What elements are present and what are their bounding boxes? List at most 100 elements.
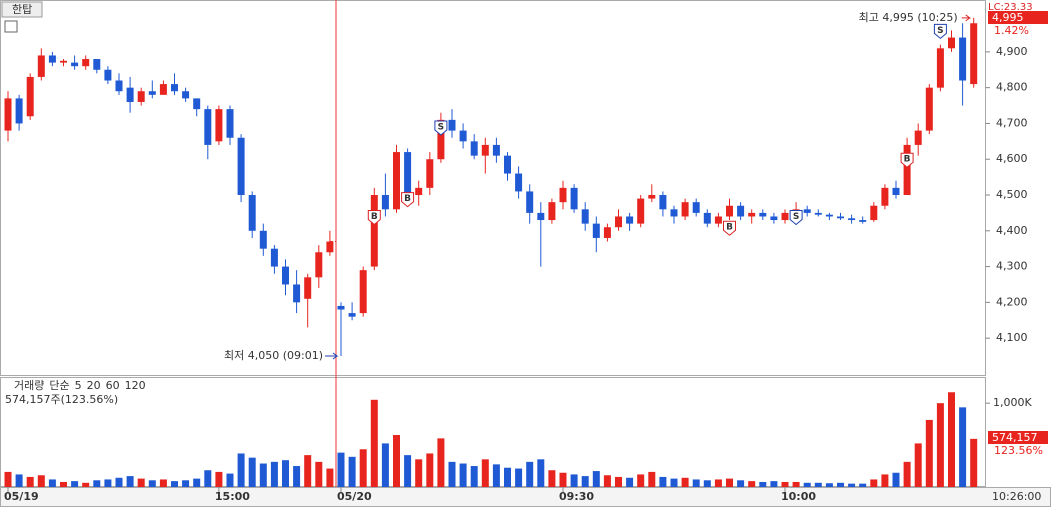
candle-body bbox=[615, 216, 622, 228]
high-arrow bbox=[961, 14, 972, 22]
volume-bar bbox=[814, 482, 822, 487]
volume-bar bbox=[714, 479, 722, 487]
volume-bar bbox=[293, 466, 301, 487]
x-tick-label: 09:30 bbox=[559, 490, 594, 503]
signal-marker bbox=[367, 209, 381, 226]
candle-body bbox=[526, 191, 534, 213]
volume-bar bbox=[126, 476, 134, 487]
candle-body bbox=[381, 195, 389, 210]
volume-bar bbox=[270, 461, 278, 487]
volume-bar bbox=[171, 481, 178, 487]
volume-bar bbox=[259, 463, 267, 487]
volume-bar bbox=[381, 443, 389, 487]
volume-bar bbox=[93, 480, 101, 487]
candle-body bbox=[60, 60, 67, 63]
volume-bar bbox=[82, 482, 90, 487]
candle-body bbox=[737, 205, 745, 217]
volume-bar bbox=[925, 419, 933, 487]
candle-body bbox=[559, 187, 567, 203]
candle-body bbox=[93, 59, 101, 70]
candle-body bbox=[770, 216, 778, 221]
volume-bar bbox=[37, 475, 45, 487]
candle-body bbox=[848, 218, 856, 221]
candle-body bbox=[137, 91, 145, 102]
candle-body bbox=[315, 252, 323, 278]
candle-body bbox=[781, 212, 789, 221]
candle-body bbox=[326, 241, 334, 253]
volume-bar bbox=[48, 479, 56, 487]
volume-bar bbox=[415, 459, 423, 487]
candle-body bbox=[404, 152, 412, 196]
candle-body bbox=[925, 87, 933, 131]
volume-bar bbox=[648, 471, 656, 487]
volume-bar bbox=[193, 478, 201, 487]
volume-bar bbox=[748, 481, 756, 487]
legend-entry: 60 bbox=[106, 379, 120, 392]
candle-body bbox=[959, 37, 967, 81]
candle-body bbox=[82, 59, 90, 67]
volume-ratio: 123.56% bbox=[994, 444, 1043, 457]
y-tick-label: 4,500 bbox=[996, 188, 1028, 201]
candle-body bbox=[515, 173, 523, 192]
candle-body bbox=[603, 227, 611, 238]
last-price: 4,995 bbox=[992, 11, 1024, 24]
volume-bar bbox=[548, 470, 556, 487]
candle-body bbox=[126, 87, 134, 102]
legend-entry: 거래량 bbox=[14, 379, 44, 392]
candle-body bbox=[903, 144, 911, 196]
y-tick-label: 4,600 bbox=[996, 152, 1028, 165]
volume-note: 574,157주(123.56%) bbox=[5, 393, 118, 406]
candle-body bbox=[670, 209, 678, 217]
volume-bar bbox=[581, 476, 589, 487]
volume-bar bbox=[148, 480, 156, 487]
candle-body bbox=[970, 23, 978, 85]
signal-label: S bbox=[937, 26, 943, 36]
volume-bar bbox=[104, 479, 112, 487]
low-arrow bbox=[325, 352, 339, 360]
candle-body bbox=[581, 209, 589, 224]
volume-bar bbox=[948, 392, 955, 487]
candle-body bbox=[881, 187, 889, 206]
volume-bar bbox=[737, 480, 745, 487]
last-price-box bbox=[988, 11, 1048, 24]
volume-bar bbox=[592, 471, 600, 487]
volume-bar bbox=[437, 438, 445, 487]
candle-body bbox=[870, 205, 878, 221]
candle-body bbox=[26, 76, 34, 117]
volume-bar bbox=[603, 475, 611, 487]
candle-body bbox=[293, 284, 301, 303]
volume-bar bbox=[204, 470, 212, 487]
volume-bar bbox=[226, 473, 234, 487]
volume-bar bbox=[892, 472, 900, 487]
signal-label: B bbox=[404, 194, 411, 204]
volume-bar bbox=[970, 438, 978, 487]
candle-body bbox=[726, 205, 733, 217]
volume-bar bbox=[681, 477, 689, 487]
volume-bar bbox=[359, 449, 367, 487]
volume-bar bbox=[26, 476, 34, 487]
lc-label: LC:23.33 bbox=[988, 2, 1033, 13]
signal-label: B bbox=[904, 155, 911, 165]
candle-body bbox=[426, 159, 434, 188]
volume-bar bbox=[570, 474, 578, 487]
candle-body bbox=[692, 202, 700, 213]
volume-bar bbox=[825, 483, 833, 487]
volume-bar bbox=[670, 478, 678, 487]
y-tick-label: 4,800 bbox=[996, 81, 1028, 94]
candle-body bbox=[282, 266, 289, 285]
signal-marker bbox=[434, 120, 448, 136]
candle-body bbox=[537, 212, 545, 221]
y-tick-label: 4,900 bbox=[996, 45, 1028, 58]
table-icon[interactable] bbox=[4, 20, 18, 33]
volume-bar bbox=[792, 481, 800, 487]
candle-body bbox=[504, 155, 511, 174]
candle-body bbox=[570, 187, 578, 210]
candle-body bbox=[470, 141, 478, 156]
time-axis bbox=[0, 487, 1051, 507]
volume-bar bbox=[448, 461, 456, 487]
volume-bar bbox=[537, 459, 545, 487]
candle-body bbox=[71, 62, 79, 67]
candle-body bbox=[204, 109, 212, 145]
volume-bar bbox=[115, 477, 123, 487]
